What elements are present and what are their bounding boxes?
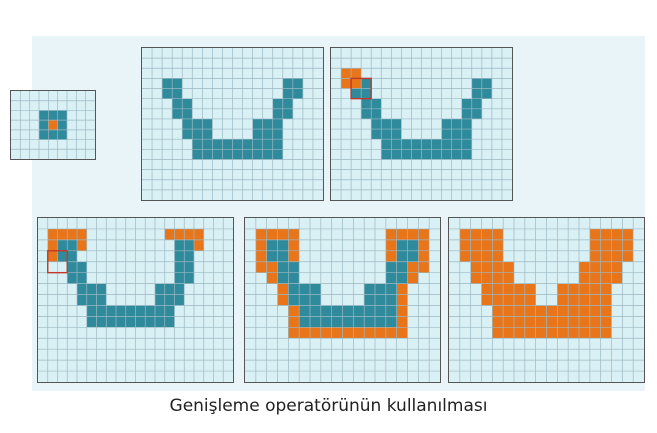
figure-caption: Genişleme operatörünün kullanılması (169, 396, 488, 416)
kernel-on-corner-grid (330, 47, 513, 201)
grid-lines (245, 218, 440, 382)
dilated-result-svg (449, 218, 644, 382)
dilated-region (255, 239, 267, 273)
original-shape-grid (141, 47, 324, 201)
dilated-region (492, 305, 612, 339)
grid-lines (11, 91, 95, 159)
dilated-result-grid (448, 217, 645, 383)
dilation-outline-svg (245, 218, 440, 382)
grid-lines (449, 218, 644, 382)
dilated-region (288, 327, 408, 339)
partial-dilation-svg (38, 218, 233, 382)
dilated-region (418, 239, 430, 273)
dilation-outline-grid (244, 217, 441, 383)
kernel-outline (47, 250, 68, 274)
kernel-on-corner-svg (331, 48, 512, 200)
dilated-region (194, 239, 204, 251)
structuring-element-svg (11, 91, 95, 159)
dilated-region (48, 120, 58, 130)
original-shape-svg (142, 48, 323, 200)
grid-lines (142, 48, 323, 200)
structuring-element-grid (10, 90, 96, 160)
kernel-outline (350, 77, 372, 100)
dilated-region (77, 239, 87, 251)
partial-dilation-grid (37, 217, 234, 383)
grid-lines (331, 48, 512, 200)
grid-lines (38, 218, 233, 382)
